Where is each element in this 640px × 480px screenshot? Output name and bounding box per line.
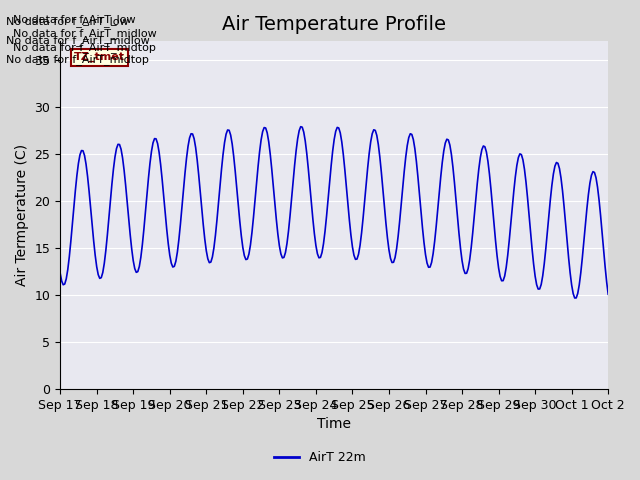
Text: No data for f_AirT_midlow: No data for f_AirT_midlow (13, 28, 157, 39)
Text: No data for f_AirT_low: No data for f_AirT_low (6, 16, 129, 27)
Legend: AirT 22m: AirT 22m (269, 446, 371, 469)
Text: No data for f_AirT_midtop: No data for f_AirT_midtop (13, 42, 156, 53)
Text: TZ_tmet: TZ_tmet (74, 52, 125, 62)
Text: No data for f_AirT_low: No data for f_AirT_low (13, 13, 136, 24)
Text: No data for f_AirT_midtop: No data for f_AirT_midtop (6, 54, 149, 65)
Text: No data for f_AirT_midlow: No data for f_AirT_midlow (6, 35, 150, 46)
X-axis label: Time: Time (317, 418, 351, 432)
Y-axis label: Air Termperature (C): Air Termperature (C) (15, 144, 29, 286)
Title: Air Temperature Profile: Air Temperature Profile (222, 15, 446, 34)
